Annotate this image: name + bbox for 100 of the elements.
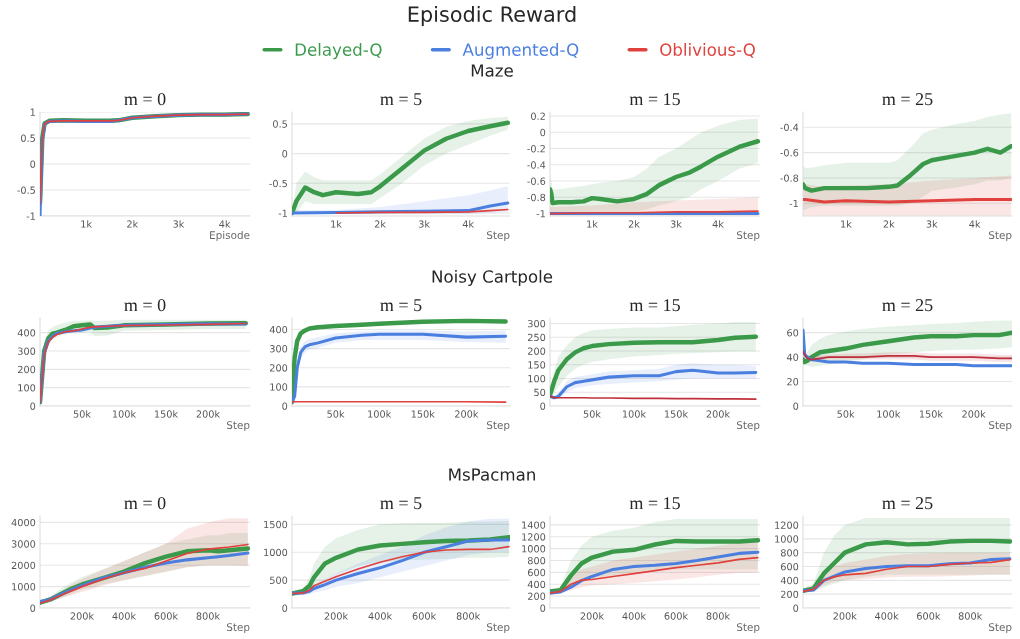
- y-tick-label: -1: [789, 199, 798, 208]
- chart-title: m = 5: [380, 93, 422, 106]
- x-tick-label: 600k: [154, 612, 179, 620]
- y-tick-label: 0: [540, 402, 546, 410]
- x-tick-label: 800k: [196, 612, 221, 620]
- x-axis-title: Step: [988, 231, 1012, 242]
- chart-title: m = 0: [124, 93, 166, 106]
- legend-label: Delayed-Q: [295, 43, 382, 60]
- y-tick-label: -1: [536, 210, 545, 218]
- x-tick-label: 200k: [455, 410, 479, 418]
- x-tick-label: 4k: [969, 220, 981, 228]
- x-tick-label: 1k: [587, 220, 598, 228]
- y-tick-label: 200: [527, 592, 546, 600]
- legend-label: Augmented-Q: [462, 43, 579, 60]
- y-tick-label: 100: [528, 374, 546, 383]
- y-tick-label: 50: [534, 388, 546, 397]
- y-tick-label: -1: [26, 212, 35, 220]
- y-tick-label: 300: [18, 347, 36, 355]
- chart-title: m = 15: [629, 299, 680, 312]
- y-tick-label: 0: [30, 160, 36, 168]
- y-tick-label: 800: [780, 549, 799, 557]
- x-tick-label: 200k: [324, 612, 349, 620]
- x-tick-label: 100k: [368, 410, 392, 418]
- chart-title: m = 25: [882, 93, 933, 106]
- y-tick-label: 0: [793, 604, 799, 612]
- y-tick-label: 20: [787, 378, 799, 386]
- x-tick-label: 400k: [368, 612, 393, 620]
- y-tick-label: -0.8: [527, 193, 546, 202]
- y-tick-label: 800: [527, 556, 546, 565]
- x-axis-title: Step: [736, 231, 760, 242]
- y-tick-label: 1500: [264, 520, 288, 529]
- x-axis-title: Step: [736, 623, 760, 634]
- x-tick-label: 600k: [664, 612, 689, 620]
- x-tick-label: 200k: [706, 410, 731, 418]
- y-tick-label: 1200: [775, 521, 799, 529]
- y-tick-label: 0: [282, 150, 288, 158]
- y-tick-label: 1: [30, 108, 35, 116]
- x-tick-label: 150k: [154, 410, 179, 418]
- y-tick-label: 4000: [11, 518, 36, 527]
- y-tick-label: 150: [528, 361, 546, 369]
- x-tick-label: 150k: [411, 410, 435, 418]
- y-tick-label: 250: [527, 333, 546, 342]
- y-tick-label: 1000: [522, 545, 546, 553]
- x-tick-label: 200k: [962, 410, 986, 418]
- y-tick-label: 0: [793, 402, 799, 410]
- x-axis-title: Episode: [210, 230, 250, 242]
- y-tick-label: 400: [17, 329, 36, 337]
- chart-subtitle: MsPacman: [449, 468, 535, 481]
- x-tick-label: 400k: [112, 612, 137, 620]
- x-axis-title: Step: [486, 623, 510, 634]
- x-tick-label: 4k: [462, 220, 475, 228]
- y-tick-label: 40: [786, 353, 799, 361]
- y-tick-label: 0.2: [531, 112, 545, 120]
- x-tick-label: 50k: [73, 410, 91, 418]
- y-tick-label: 0: [540, 604, 546, 612]
- chart-title: m = 5: [380, 497, 422, 510]
- x-tick-label: 150k: [919, 410, 944, 418]
- y-tick-label: 1400: [522, 521, 546, 529]
- y-tick-label: 100: [270, 383, 288, 391]
- y-tick-label: 400: [269, 325, 288, 334]
- y-tick-label: -0.4: [527, 161, 546, 169]
- y-tick-label: 0: [282, 402, 288, 410]
- x-tick-label: 600k: [916, 612, 941, 620]
- y-tick-label: 200: [780, 590, 799, 598]
- y-tick-label: 200: [17, 365, 36, 374]
- y-tick-label: 500: [270, 576, 288, 584]
- y-tick-label: 300: [270, 345, 288, 353]
- y-tick-label: 400: [527, 580, 546, 589]
- x-tick-label: 100k: [112, 410, 137, 418]
- x-tick-label: 1k: [841, 220, 852, 228]
- chart-title: m = 25: [882, 497, 933, 510]
- chart-title: m = 25: [882, 299, 933, 312]
- y-tick-label: 0: [30, 402, 36, 410]
- x-axis-title: Step: [486, 421, 510, 432]
- x-axis-title: Step: [226, 623, 250, 634]
- y-tick-label: 0: [30, 604, 36, 612]
- chart-title: m = 15: [629, 93, 680, 106]
- y-tick-label: 200: [269, 364, 288, 372]
- x-tick-label: 2k: [127, 220, 139, 228]
- x-tick-label: 50k: [327, 410, 345, 418]
- chart-subtitle: Noisy Cartpole: [432, 269, 553, 287]
- y-tick-label: 3000: [11, 540, 36, 548]
- y-tick-label: -0.8: [780, 174, 799, 182]
- y-tick-label: 200: [527, 347, 546, 355]
- x-tick-label: 200k: [580, 612, 605, 620]
- y-tick-label: -0.6: [780, 149, 799, 157]
- x-tick-label: 800k: [456, 612, 481, 620]
- x-tick-label: 3k: [670, 220, 682, 228]
- x-axis-title: Step: [226, 421, 250, 432]
- chart-title: m = 0: [124, 497, 166, 510]
- x-tick-label: 3k: [926, 220, 938, 228]
- x-tick-label: 2k: [374, 220, 386, 228]
- x-axis-title: Step: [988, 623, 1012, 634]
- x-axis-title: Step: [736, 421, 760, 432]
- y-tick-label: 60: [787, 329, 799, 337]
- y-tick-label: -0.2: [527, 145, 545, 153]
- x-tick-label: 400k: [874, 612, 899, 620]
- x-tick-label: 2k: [883, 220, 895, 228]
- y-tick-label: 0: [540, 128, 546, 137]
- x-tick-label: 4k: [712, 220, 724, 228]
